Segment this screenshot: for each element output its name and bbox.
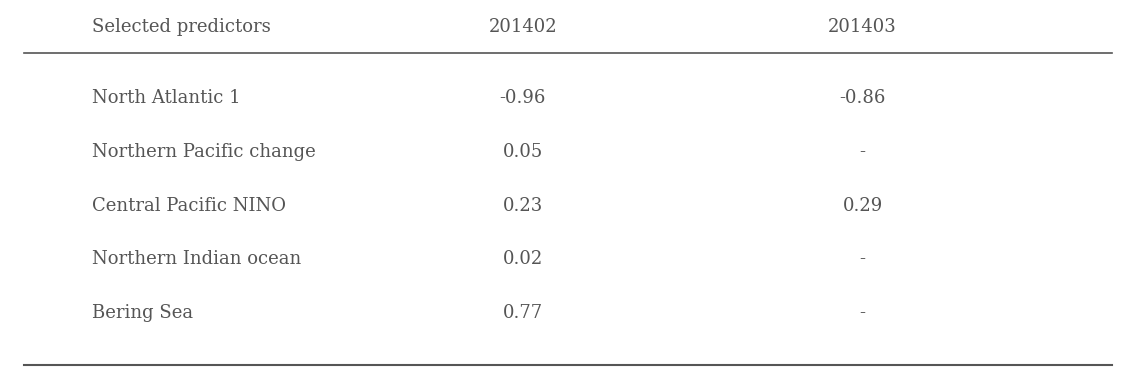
- Text: 201402: 201402: [488, 18, 557, 36]
- Text: Northern Pacific change: Northern Pacific change: [92, 143, 316, 161]
- Text: Selected predictors: Selected predictors: [92, 18, 270, 36]
- Text: Bering Sea: Bering Sea: [92, 304, 193, 322]
- Text: Northern Indian ocean: Northern Indian ocean: [92, 250, 301, 269]
- Text: Central Pacific NINO: Central Pacific NINO: [92, 197, 286, 215]
- Text: -: -: [860, 304, 866, 322]
- Text: 0.05: 0.05: [502, 143, 543, 161]
- Text: -: -: [860, 250, 866, 269]
- Text: -: -: [860, 143, 866, 161]
- Text: 0.77: 0.77: [502, 304, 543, 322]
- Text: North Atlantic 1: North Atlantic 1: [92, 89, 241, 107]
- Text: -0.96: -0.96: [500, 89, 546, 107]
- Text: 201403: 201403: [828, 18, 897, 36]
- Text: 0.02: 0.02: [502, 250, 543, 269]
- Text: 0.29: 0.29: [843, 197, 883, 215]
- Text: -0.86: -0.86: [840, 89, 886, 107]
- Text: 0.23: 0.23: [502, 197, 543, 215]
